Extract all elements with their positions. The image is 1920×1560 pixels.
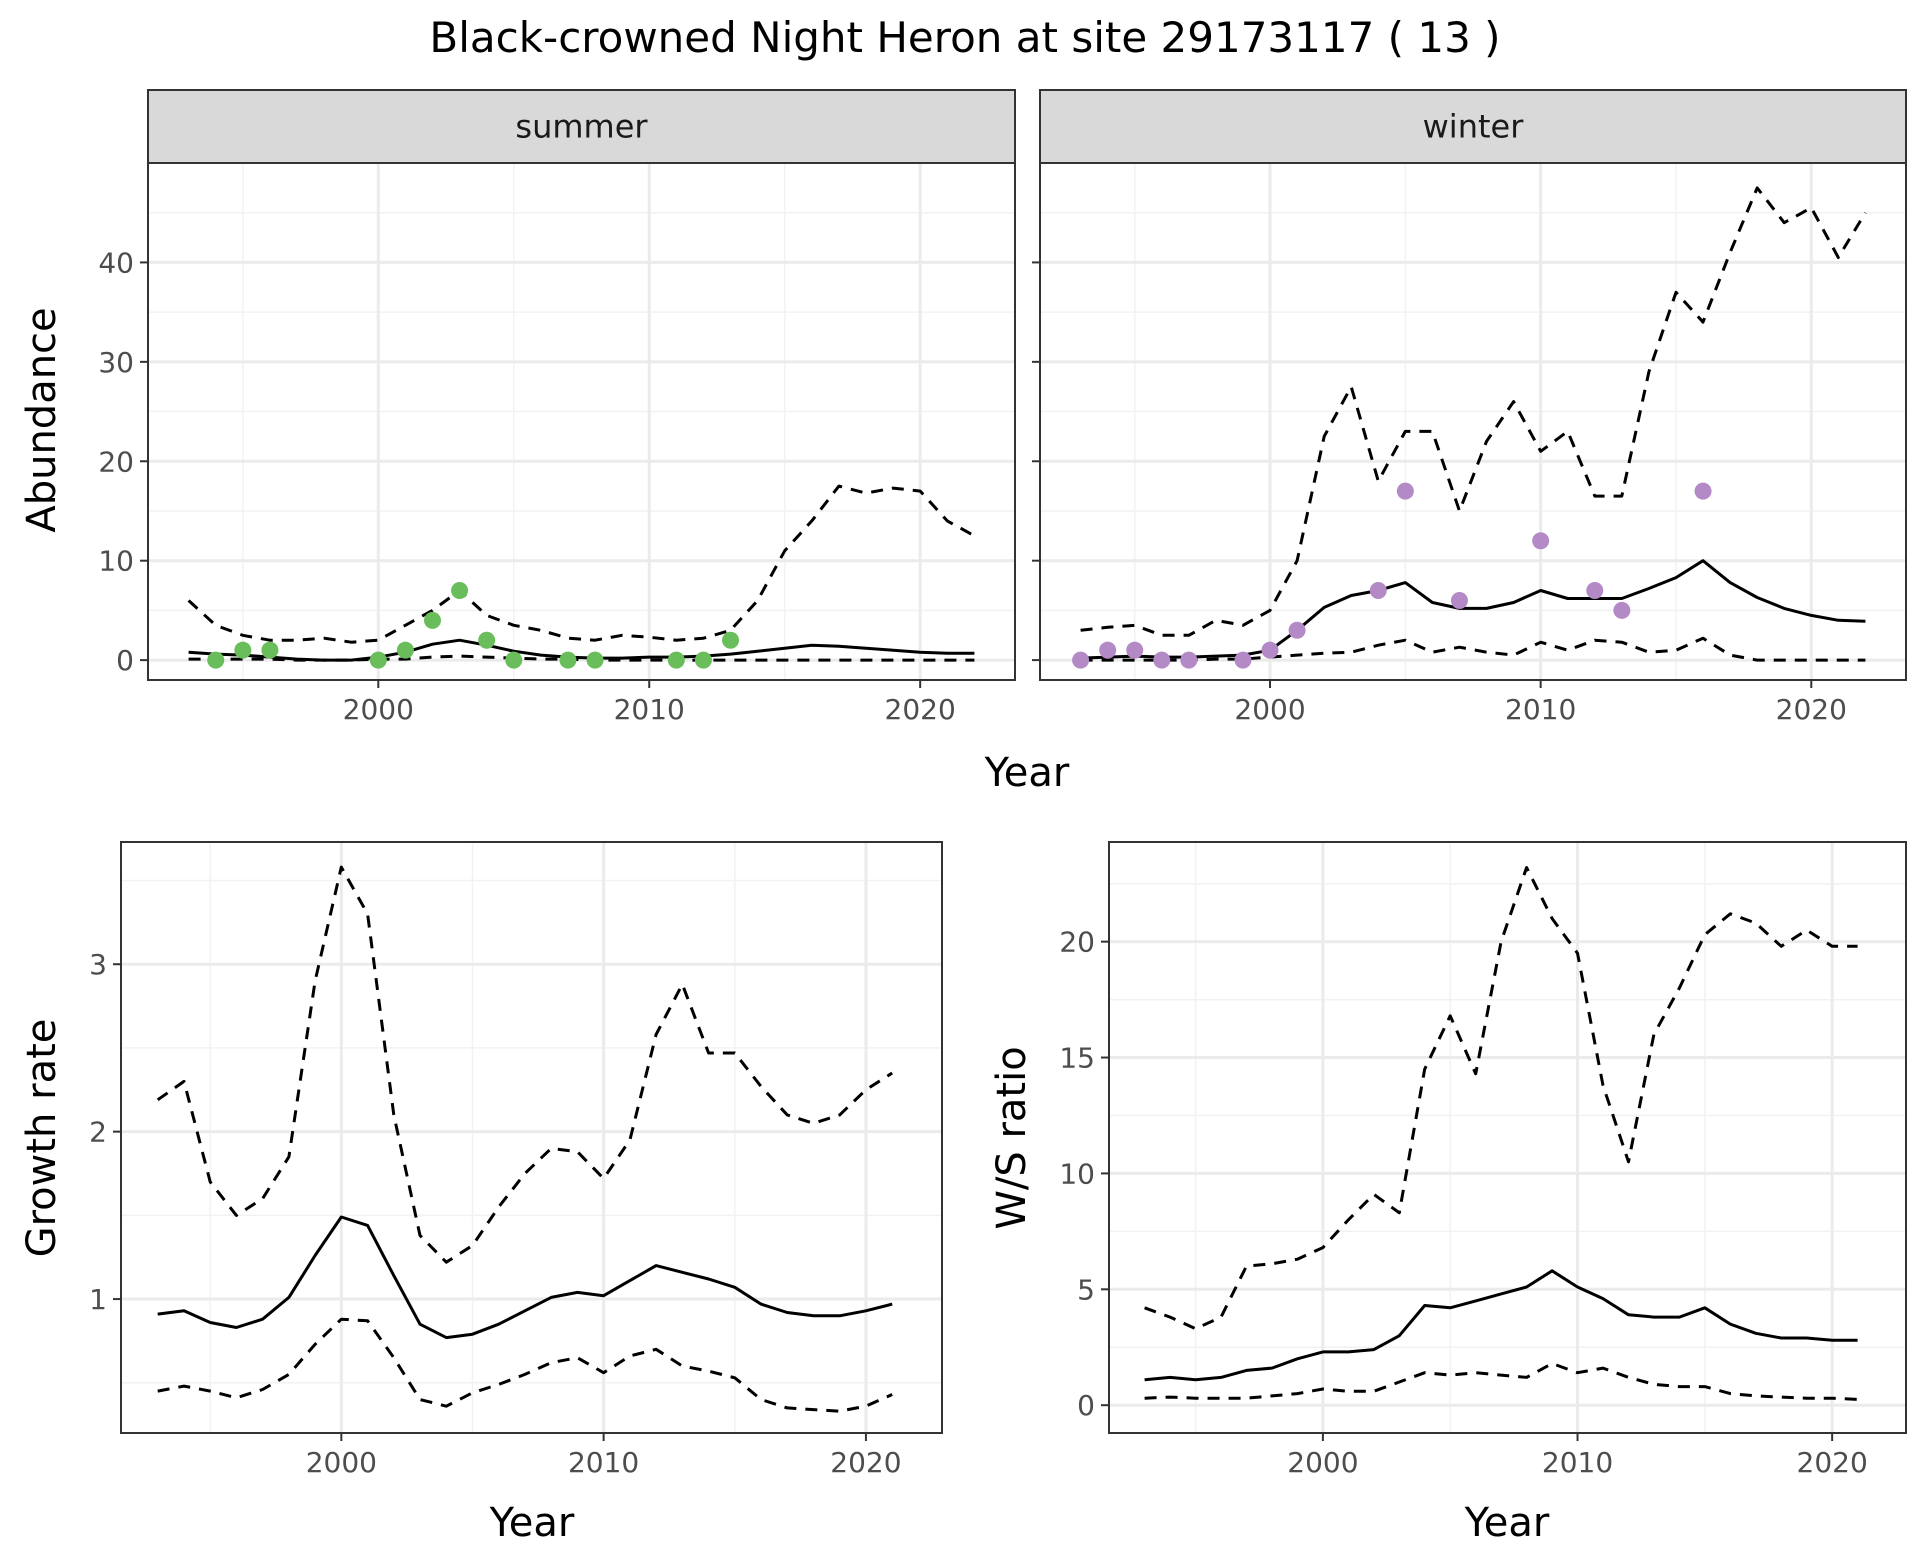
- plot-background: [148, 163, 1015, 680]
- plot-background: [121, 842, 942, 1433]
- x-tick-label: 2020: [1776, 693, 1847, 726]
- y-axis-title: Growth rate: [19, 1019, 65, 1258]
- y-axis-title: W/S ratio: [989, 1046, 1035, 1229]
- y-tick-label: 0: [116, 644, 134, 677]
- observed-point: [369, 651, 387, 669]
- x-tick-label: 2010: [1542, 1446, 1613, 1479]
- observed-point: [559, 651, 577, 669]
- x-tick-label: 2020: [1797, 1446, 1868, 1479]
- observed-point: [1613, 601, 1631, 619]
- observed-point: [1234, 651, 1252, 669]
- top-x-axis-title: Year: [984, 750, 1070, 796]
- median-line: [157, 1215, 893, 1340]
- y-tick-label: 20: [1059, 926, 1095, 959]
- observed-point: [722, 631, 740, 649]
- observed-point: [1099, 641, 1117, 659]
- observed-point: [1450, 591, 1468, 609]
- bound-line-2: [1080, 636, 1866, 662]
- observed-point: [1694, 482, 1712, 500]
- observed-point: [1261, 641, 1279, 659]
- y-tick-label: 5: [1077, 1273, 1095, 1306]
- observed-point: [1126, 641, 1144, 659]
- observed-point: [207, 651, 225, 669]
- y-tick-label: 10: [98, 545, 134, 578]
- facet-label: winter: [1423, 108, 1525, 146]
- y-tick-label: 2: [89, 1116, 107, 1149]
- x-tick-label: 2010: [614, 693, 685, 726]
- observed-point: [478, 631, 496, 649]
- bound-line-1: [1144, 866, 1858, 1331]
- observed-point: [694, 651, 712, 669]
- observed-point: [1369, 582, 1387, 600]
- observed-point: [1396, 482, 1414, 500]
- bound-line-1: [156, 865, 894, 1264]
- observed-point: [667, 651, 685, 669]
- panel-border: [1108, 841, 1907, 1434]
- figure-title: Black-crowned Night Heron at site 291731…: [429, 13, 1500, 62]
- observed-point: [1180, 651, 1198, 669]
- facet-strip: [1039, 89, 1907, 164]
- x-tick-label: 2000: [1234, 693, 1305, 726]
- top-y-axis-title: Abundance: [19, 307, 65, 532]
- x-tick-label: 2000: [343, 693, 414, 726]
- y-tick-label: 30: [98, 346, 134, 379]
- panel-4: 2000 2010 2020 0 5 10 15 20 Year W/S ratio: [989, 841, 1907, 1546]
- observed-point: [1288, 621, 1306, 639]
- observed-point: [423, 611, 441, 629]
- y-tick-label: 40: [98, 246, 134, 279]
- facet-strip: [147, 89, 1016, 164]
- observed-point: [505, 651, 523, 669]
- x-axis-title: Year: [489, 1500, 575, 1546]
- observed-point: [396, 641, 414, 659]
- observed-point: [451, 582, 469, 600]
- y-tick-label: 3: [89, 948, 107, 981]
- y-tick-label: 15: [1059, 1042, 1095, 1075]
- bound-line-2: [188, 654, 975, 662]
- observed-point: [1586, 582, 1604, 600]
- observed-point: [1153, 651, 1171, 669]
- x-tick-label: 2020: [885, 693, 956, 726]
- observed-point: [586, 651, 604, 669]
- panel-1: summer 2000 2010 2020 0 10 20 30 40: [98, 89, 1016, 726]
- x-tick-label: 2020: [830, 1446, 901, 1479]
- x-tick-label: 2010: [568, 1446, 639, 1479]
- observed-point: [261, 641, 279, 659]
- median-line: [1144, 1269, 1858, 1382]
- y-tick-label: 1: [89, 1283, 107, 1316]
- observed-point: [234, 641, 252, 659]
- x-tick-label: 2000: [1287, 1446, 1358, 1479]
- plot-background: [1040, 163, 1906, 680]
- y-tick-label: 0: [1077, 1389, 1095, 1422]
- facet-label: summer: [515, 108, 648, 146]
- observed-point: [1532, 532, 1550, 550]
- bound-line-2: [157, 1317, 893, 1413]
- y-tick-label: 20: [98, 445, 134, 478]
- y-tick-label: 10: [1059, 1157, 1095, 1190]
- x-tick-label: 2010: [1505, 693, 1576, 726]
- observed-point: [1072, 651, 1090, 669]
- panel-3: 2000 2010 2020 1 2 3 Year Growth rate: [19, 841, 943, 1546]
- bound-line-2: [1144, 1362, 1858, 1401]
- median-line: [1080, 559, 1866, 660]
- panel-2: winter 2000 2010 2020: [1032, 89, 1907, 726]
- plot-background: [1109, 842, 1906, 1433]
- panel-border: [120, 841, 943, 1434]
- x-axis-title: Year: [1464, 1500, 1550, 1546]
- x-tick-label: 2000: [306, 1446, 377, 1479]
- bound-line-1: [1080, 186, 1867, 637]
